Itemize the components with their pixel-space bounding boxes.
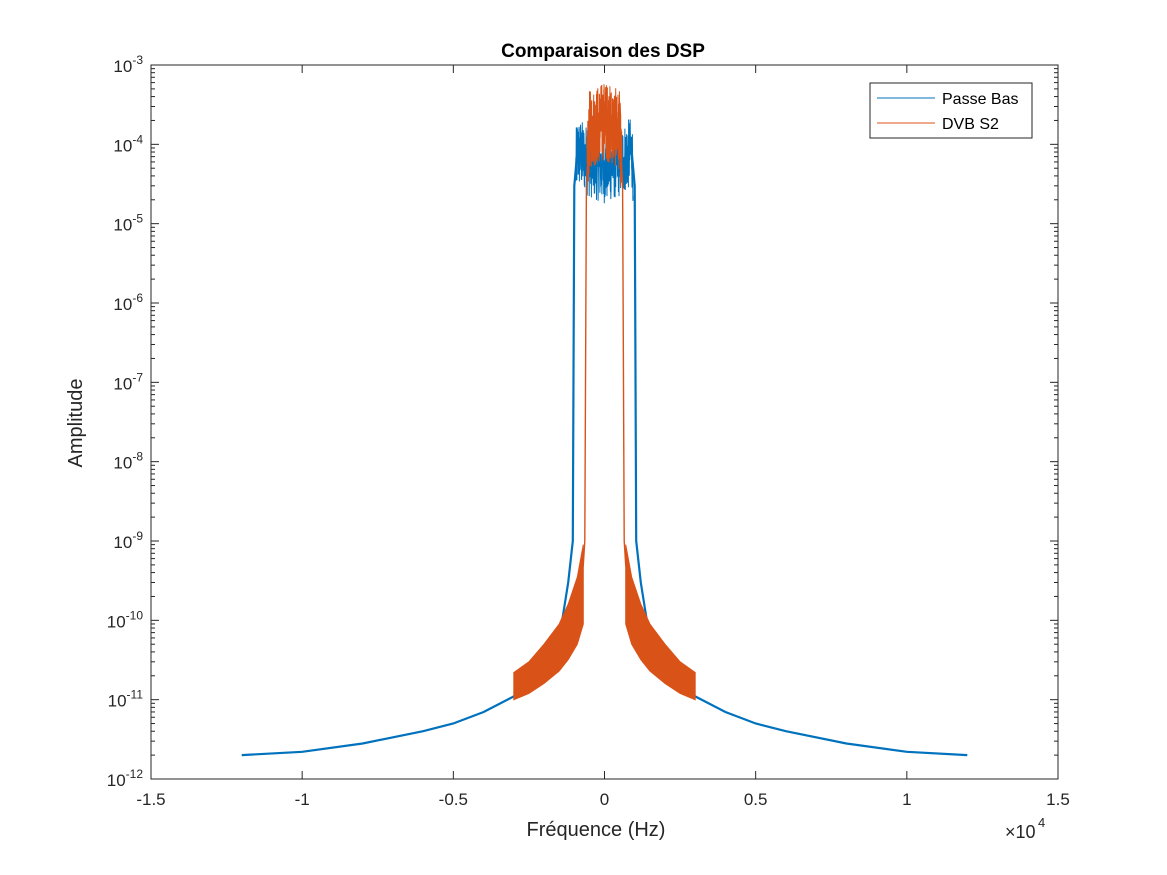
legend-box xyxy=(869,82,1033,139)
y-tick-label: 10-4 xyxy=(113,132,143,155)
y-tick-label: 10-7 xyxy=(113,370,143,393)
y-tick-label: 10-8 xyxy=(113,450,143,473)
legend-label-dvb-s2: DVB S2 xyxy=(942,116,999,133)
y-tick-label: 10-5 xyxy=(113,212,143,235)
x-tick-label: 1.5 xyxy=(1046,790,1070,809)
x-tick-label: -1 xyxy=(295,790,310,809)
x-tick-label: 1 xyxy=(902,790,911,809)
y-axis-label: Amplitude xyxy=(65,379,87,468)
x-tick-label: 0 xyxy=(600,790,609,809)
series-noise-dvb-s2 xyxy=(586,84,623,187)
x-tick-label: -1.5 xyxy=(136,790,165,809)
y-tick-label: 10-12 xyxy=(107,767,144,790)
legend: Passe Bas DVB S2 xyxy=(869,82,1033,139)
y-tick-label: 10-10 xyxy=(107,608,144,631)
x-axis-label: Fréquence (Hz) xyxy=(527,819,666,841)
y-tick-label: 10-6 xyxy=(113,291,143,314)
y-tick-label: 10-11 xyxy=(108,688,144,711)
x-multiplier-exponent: 4 xyxy=(1038,815,1045,830)
plot-layer xyxy=(241,84,968,757)
y-tick-label: 10-3 xyxy=(113,53,143,76)
y-tick-label: 10-9 xyxy=(113,529,143,552)
legend-label-passe-bas: Passe Bas xyxy=(942,91,1018,108)
series-band-dvb-s2-right xyxy=(625,544,696,701)
series-band-dvb-s2-left xyxy=(513,544,584,701)
x-tick-label: -0.5 xyxy=(439,790,468,809)
x-multiplier-base: ×10 xyxy=(1005,822,1036,842)
x-tick-label: 0.5 xyxy=(744,790,768,809)
series-noise-passe-bas xyxy=(575,119,634,204)
x-axis-multiplier: ×10 4 xyxy=(1005,815,1045,842)
axes-layer: -1.5 -1 -0.5 0 0.5 1 1.5 10-12 10-11 10-10 10-9 10-… xyxy=(107,53,1070,809)
chart-title: Comparaison des DSP xyxy=(501,41,705,62)
